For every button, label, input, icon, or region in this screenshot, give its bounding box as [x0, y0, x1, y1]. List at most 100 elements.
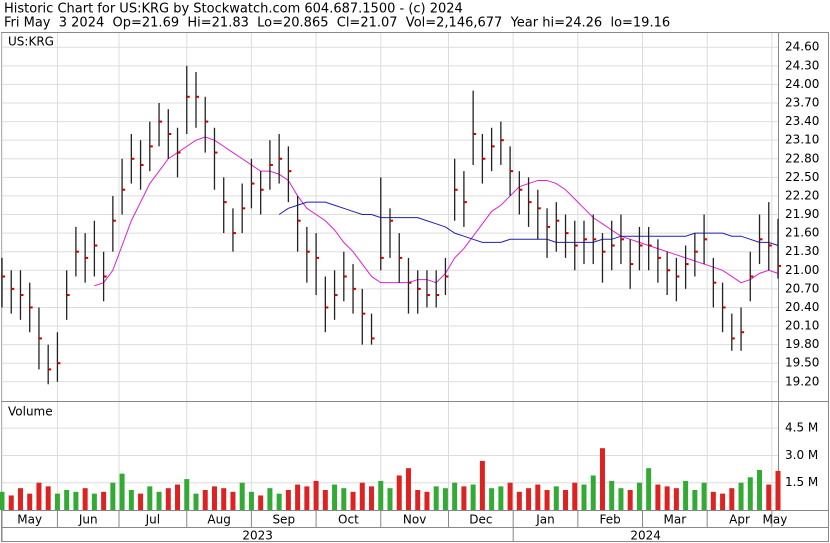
volume-bar — [553, 486, 559, 510]
volume-bar — [359, 482, 365, 510]
volume-bar — [498, 486, 504, 510]
volume-bar — [295, 484, 301, 510]
volume-bar — [91, 493, 97, 510]
volume-bar — [27, 493, 33, 510]
volume-bar — [535, 484, 541, 510]
volume-bar — [636, 482, 642, 510]
y-tick-label: 19.80 — [785, 337, 819, 351]
y-tick-label: 21.60 — [785, 226, 819, 240]
volume-bar — [82, 488, 88, 510]
y-tick-label: 19.50 — [785, 356, 819, 370]
year-label: 2024 — [630, 529, 661, 543]
volume-bar — [110, 482, 116, 510]
volume-bar — [101, 491, 107, 510]
volume-bar — [738, 482, 744, 510]
x-tick-label: Apr — [729, 513, 750, 527]
volume-bar — [692, 490, 698, 510]
volume-bar — [516, 491, 522, 510]
x-tick-label: Dec — [469, 513, 492, 527]
volume-bar — [138, 493, 144, 510]
volume-bar — [64, 490, 70, 510]
volume-bar — [479, 460, 485, 510]
volume-bar — [202, 490, 208, 510]
x-tick-label: Feb — [600, 513, 621, 527]
volume-bar — [396, 475, 402, 510]
volume-bar — [433, 486, 439, 510]
y-tick-label: 3.0 M — [785, 448, 818, 462]
x-tick-label: Jun — [78, 513, 98, 527]
volume-bar — [387, 488, 393, 510]
volume-bar — [248, 491, 254, 510]
volume-bar — [747, 477, 753, 510]
volume-bar — [350, 491, 356, 510]
volume-bar — [415, 490, 421, 510]
volume-bar — [156, 491, 162, 510]
chart-title: Historic Chart for US:KRG by Stockwatch.… — [4, 2, 463, 17]
y-tick-label: 19.20 — [785, 374, 819, 388]
volume-bar — [683, 480, 689, 510]
volume-bar — [646, 468, 652, 510]
volume-bar — [332, 484, 338, 510]
volume-bar — [147, 486, 153, 510]
volume-bar — [193, 493, 199, 510]
x-tick-label: Jul — [145, 513, 160, 527]
volume-bar — [757, 470, 763, 510]
volume-bar — [285, 490, 291, 510]
x-tick-label: Jan — [535, 513, 555, 527]
volume-bar — [276, 493, 282, 510]
volume-bar — [544, 490, 550, 510]
y-tick-label: 24.30 — [785, 58, 819, 72]
volume-bar — [230, 491, 236, 510]
volume-bar — [211, 486, 217, 510]
volume-bar — [609, 480, 615, 510]
volume-bar — [73, 491, 79, 510]
volume-bar — [461, 486, 467, 510]
y-tick-label: 20.40 — [785, 300, 819, 314]
x-tick-label: Aug — [207, 513, 230, 527]
volume-bar — [655, 484, 661, 510]
volume-bar — [507, 482, 513, 510]
volume-bar — [239, 482, 245, 510]
y-tick-label: 22.50 — [785, 170, 819, 184]
x-tick-label: Mar — [664, 513, 687, 527]
y-tick-label: 20.10 — [785, 319, 819, 333]
volume-bar — [36, 482, 42, 510]
volume-bar — [322, 490, 328, 510]
volume-bar — [627, 490, 633, 510]
x-tick-label: May — [17, 513, 42, 527]
x-tick-label: Sep — [272, 513, 295, 527]
volume-bar — [424, 491, 430, 510]
y-tick-label: 20.70 — [785, 281, 819, 295]
volume-bar — [184, 479, 190, 510]
volume-bar — [175, 484, 181, 510]
volume-bar — [45, 486, 51, 510]
volume-bar — [599, 448, 605, 510]
y-tick-label: 1.5 M — [785, 475, 818, 489]
y-tick-label: 23.40 — [785, 114, 819, 128]
y-tick-label: 21.90 — [785, 207, 819, 221]
volume-bar — [442, 488, 448, 510]
chart-subtitle: Fri May 3 2024 Op=21.69 Hi=21.83 Lo=20.8… — [4, 16, 670, 31]
volume-bar — [54, 493, 60, 510]
volume-label: Volume — [8, 405, 53, 419]
volume-bar — [119, 473, 125, 510]
y-tick-label: 21.30 — [785, 244, 819, 258]
volume-bar — [470, 484, 476, 510]
volume-bar — [128, 490, 134, 510]
volume-bar — [618, 488, 624, 510]
y-tick-label: 24.00 — [785, 77, 819, 91]
volume-bar — [720, 493, 726, 510]
volume-bar — [369, 486, 375, 510]
volume-bar — [701, 482, 707, 510]
volume-bar — [572, 482, 578, 510]
volume-bar — [17, 488, 23, 510]
y-tick-label: 23.70 — [785, 96, 819, 110]
volume-bar — [341, 488, 347, 510]
volume-bar — [766, 484, 772, 510]
y-tick-label: 22.80 — [785, 151, 819, 165]
volume-bar — [590, 475, 596, 510]
volume-bar — [673, 488, 679, 510]
volume-bar — [452, 482, 458, 510]
